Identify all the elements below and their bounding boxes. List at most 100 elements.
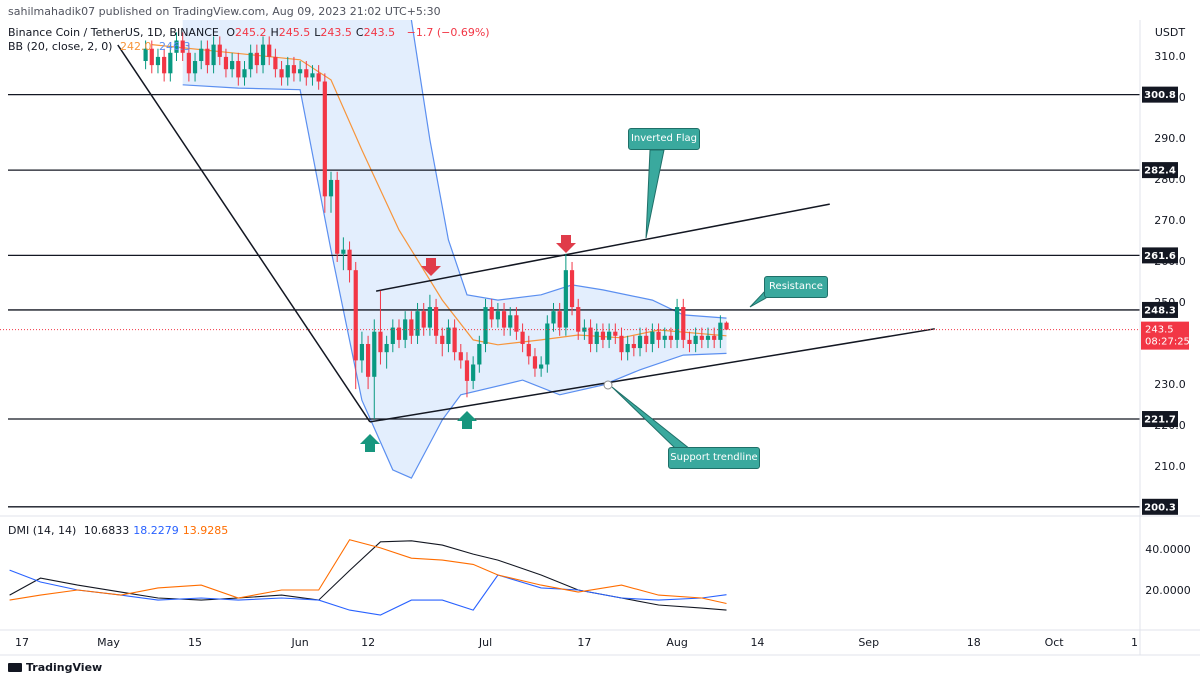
level-label-bg — [1142, 86, 1178, 103]
dmi-line — [9, 540, 727, 611]
candle-body — [328, 179, 334, 197]
candle-body — [687, 339, 692, 344]
candle-body — [662, 335, 667, 340]
candle-body — [365, 343, 371, 377]
change: −1.7 (−0.69%) — [406, 26, 490, 39]
candle-body — [693, 335, 698, 344]
candle-body — [576, 307, 581, 332]
candle-body — [681, 307, 686, 340]
candle-body — [650, 331, 655, 344]
level-label: 200.3 — [1144, 502, 1176, 513]
candle-body — [310, 73, 315, 78]
y-tick-label: 210.0 — [1154, 460, 1186, 473]
y-tick-label: 40.0000 — [1145, 543, 1191, 556]
candle-body — [273, 56, 278, 70]
candle-body — [254, 52, 259, 66]
candle-body — [637, 335, 643, 349]
candle-body — [594, 331, 599, 344]
ohlc-label: L — [314, 26, 321, 39]
candle-body — [631, 343, 636, 349]
candle-body — [545, 323, 550, 365]
publish-header: sahilmahadik07 published on TradingView.… — [8, 5, 445, 19]
dmi-value: 10.6833 — [83, 524, 130, 537]
dmi-legend: DMI (14, 14) 10.6833 18.2279 13.9285 — [8, 524, 236, 538]
x-tick-label: Oct — [1045, 636, 1065, 649]
bb-line — [182, 84, 727, 479]
trendline — [375, 203, 830, 292]
candle-body — [341, 249, 346, 254]
level-label-bg — [1142, 411, 1178, 428]
trendline — [117, 44, 371, 423]
price-pane — [0, 20, 1140, 508]
candle-body — [495, 311, 500, 320]
ohlc-value: 245.5 — [278, 26, 311, 39]
x-tick-label: 15 — [188, 636, 202, 649]
x-tick-label: 17 — [577, 636, 591, 649]
candle-body — [390, 327, 395, 344]
level-label: 282.4 — [1144, 166, 1176, 177]
buy-arrow — [360, 434, 380, 452]
candle-body — [600, 331, 606, 340]
x-tick-label: May — [97, 636, 120, 649]
callout-pointer — [645, 149, 665, 239]
ohlc-value: 245.2 — [235, 26, 267, 39]
candle-body — [186, 52, 191, 74]
dmi-line — [9, 569, 727, 616]
candle-body — [668, 335, 674, 340]
x-tick-label: Aug — [666, 636, 687, 649]
candle-body — [433, 307, 439, 336]
dmi-pane — [9, 539, 727, 616]
level-label: 221.7 — [1144, 415, 1176, 426]
candle-body — [217, 44, 222, 57]
candle-body — [396, 327, 402, 340]
candle-body — [464, 360, 470, 381]
candle-body — [607, 331, 612, 340]
candle-body — [279, 69, 284, 78]
bb-name: BB (20, close, 2, 0) — [8, 40, 113, 53]
bb-value: 246.3 — [158, 40, 191, 53]
buy-arrow — [457, 411, 477, 429]
candle-body — [143, 48, 148, 62]
candle-body — [613, 331, 618, 336]
candle-body — [347, 249, 352, 271]
candle-body — [285, 65, 290, 78]
candle-body — [155, 56, 161, 66]
level-label-bg — [1142, 247, 1178, 264]
trendline-anchor — [603, 380, 613, 390]
candle-body — [483, 307, 488, 344]
dmi-value: 13.9285 — [182, 524, 229, 537]
candle-body — [180, 40, 185, 53]
candle-body — [248, 52, 253, 70]
countdown-label: 08:27:25 — [1145, 337, 1190, 348]
dmi-name: DMI (14, 14) — [8, 524, 77, 537]
ohlc-label: H — [270, 26, 279, 39]
candle-body — [242, 69, 247, 78]
candle-body — [563, 270, 568, 328]
candle-body — [514, 315, 519, 332]
y-tick-label: 290.0 — [1154, 132, 1186, 145]
candle-body — [316, 73, 321, 82]
ohlc-label: C — [355, 26, 364, 39]
candle-body — [718, 322, 723, 340]
footer-logo: TradingView — [26, 661, 102, 674]
bb-value: 242.0 — [119, 40, 152, 53]
ohlc-label: O — [226, 26, 235, 39]
callout-pointer — [611, 386, 692, 450]
level-label-bg — [1142, 301, 1178, 318]
candle-body — [415, 311, 420, 336]
candle-body — [569, 270, 575, 308]
candle-body — [421, 311, 426, 328]
candle-body — [359, 343, 365, 361]
candle-body — [582, 327, 587, 332]
candle-body — [291, 65, 297, 74]
candle-body — [724, 322, 729, 330]
candle-body — [322, 81, 327, 197]
candle-body — [452, 327, 457, 353]
level-label: 300.8 — [1144, 90, 1176, 101]
ohlc-value: 243.5 — [320, 26, 352, 39]
symbol-title: Binance Coin / TetherUS, 1D, BINANCE — [8, 26, 219, 39]
y-tick-label: 270.0 — [1154, 214, 1186, 227]
candle-body — [230, 61, 235, 70]
candle-body — [211, 44, 216, 66]
